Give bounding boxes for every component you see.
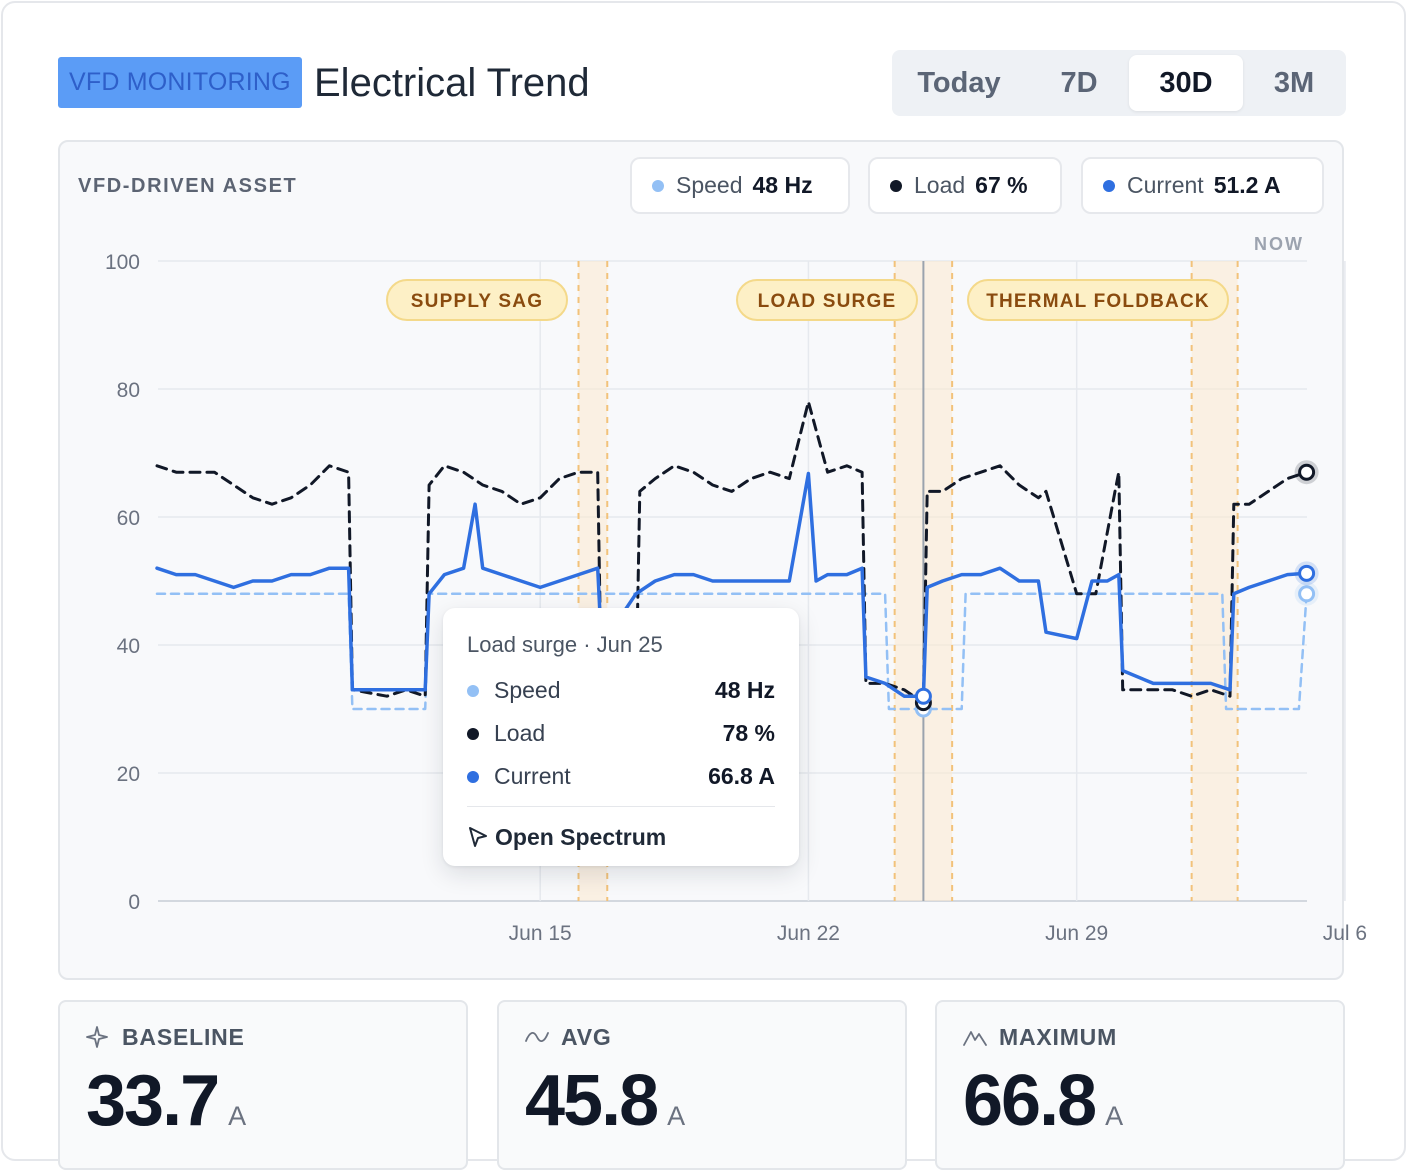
load-chip-value: 67 % xyxy=(975,172,1028,198)
header: VFD MONITORING Electrical Trend Today 7D… xyxy=(58,50,1346,116)
range-selector: Today 7D 30D 3M xyxy=(892,50,1346,116)
event-label-pill xyxy=(386,279,568,321)
tooltip-speed-value: 48 Hz xyxy=(714,677,775,703)
tooltip-row-current: Current 66.8 A xyxy=(467,761,775,791)
y-tick-label: 40 xyxy=(117,635,140,658)
y-tick-label: 100 xyxy=(105,251,140,274)
stat-maximum-value: 66.8 xyxy=(963,1061,1097,1141)
x-tick-label: Jun 29 xyxy=(1045,922,1108,945)
asset-label: VFD-DRIVEN ASSET xyxy=(78,175,298,197)
stat-avg-value-wrap: 45.8 A xyxy=(525,1060,685,1142)
stat-avg-unit: A xyxy=(667,1101,686,1131)
tooltip-current-value: 66.8 A xyxy=(708,763,775,789)
y-tick-label: 20 xyxy=(117,763,140,786)
stat-maximum-unit: A xyxy=(1105,1101,1124,1131)
end-point-speed xyxy=(1298,585,1316,603)
tooltip-row-load: Load 78 % xyxy=(467,718,775,748)
speed-chip-label: Speed xyxy=(676,172,743,198)
event-label: LOAD SURGE xyxy=(758,291,897,312)
stat-avg-label: AVG xyxy=(561,1024,612,1050)
stat-maximum: MAXIMUM 66.8 A xyxy=(935,1000,1345,1170)
tooltip-divider xyxy=(467,806,775,807)
x-tick-label: Jun 22 xyxy=(777,922,840,945)
load-dot-icon xyxy=(890,180,902,192)
range-today-button[interactable]: Today xyxy=(917,67,1001,99)
stat-avg: AVG 45.8 A xyxy=(497,1000,907,1170)
series-line-speed xyxy=(155,592,1308,711)
end-point-current xyxy=(1298,564,1316,582)
tooltip-load-label: Load xyxy=(494,720,546,746)
stat-baseline-value-wrap: 33.7 A xyxy=(86,1060,246,1142)
speed-chip[interactable]: Speed 48 Hz xyxy=(630,157,850,214)
current-chip[interactable]: Current 51.2 A xyxy=(1081,157,1324,214)
event-label: SUPPLY SAG xyxy=(411,291,543,312)
current-chip-label: Current xyxy=(1127,172,1204,198)
event-label-pill xyxy=(736,279,918,321)
stat-baseline-unit: A xyxy=(228,1101,247,1131)
speed-dot-icon xyxy=(652,180,664,192)
tooltip-speed-label: Speed xyxy=(494,677,561,703)
tooltip-current-label: Current xyxy=(494,763,571,789)
series-line-current xyxy=(155,471,1309,698)
current-dot-icon xyxy=(1103,180,1115,192)
end-point-load xyxy=(1298,463,1316,481)
open-spectrum-label: Open Spectrum xyxy=(495,824,667,850)
wave-icon xyxy=(525,1032,549,1042)
speed-chip-value: 48 Hz xyxy=(752,172,813,198)
y-tick-label: 0 xyxy=(128,891,140,914)
page-title: Electrical Trend xyxy=(314,61,590,105)
x-tick-label: Jun 15 xyxy=(509,922,572,945)
range-3m-button[interactable]: 3M xyxy=(1273,67,1315,99)
stat-baseline-value: 33.7 xyxy=(86,1061,220,1141)
sparkle-icon xyxy=(86,1026,108,1048)
load-chip-label: Load xyxy=(914,172,966,198)
cursor-point-current xyxy=(914,687,932,705)
peak-icon xyxy=(963,1031,987,1046)
x-tick-label: Jul 6 xyxy=(1323,922,1367,945)
tooltip-load-value: 78 % xyxy=(722,720,775,746)
y-tick-label: 60 xyxy=(117,507,140,530)
stat-maximum-value-wrap: 66.8 A xyxy=(963,1060,1123,1142)
current-dot-icon xyxy=(467,771,479,783)
event-label: THERMAL FOLDBACK xyxy=(986,291,1210,312)
load-dot-icon xyxy=(467,728,479,740)
chart-tooltip: Load surge · Jun 25 Speed 48 Hz Load 78 % … xyxy=(443,608,799,866)
event-band xyxy=(1191,261,1238,901)
vfd-monitoring-badge: VFD MONITORING xyxy=(58,57,302,108)
open-spectrum-link[interactable]: Open Spectrum xyxy=(467,824,666,851)
tooltip-title: Load surge · Jun 25 xyxy=(467,632,663,657)
now-label: NOW xyxy=(1254,234,1304,254)
stat-maximum-label: MAXIMUM xyxy=(999,1024,1118,1050)
event-label-pill xyxy=(967,279,1229,321)
cursor-arrow-icon xyxy=(469,827,487,847)
stat-baseline: BASELINE 33.7 A xyxy=(58,1000,468,1170)
tooltip-row-speed: Speed 48 Hz xyxy=(467,675,775,705)
range-30d-button[interactable]: 30D xyxy=(1129,55,1243,111)
current-chip-value: 51.2 A xyxy=(1213,172,1281,198)
speed-dot-icon xyxy=(467,685,479,697)
range-7d-button[interactable]: 7D xyxy=(1060,67,1098,99)
stat-avg-value: 45.8 xyxy=(525,1061,659,1141)
stat-baseline-label: BASELINE xyxy=(122,1024,245,1050)
y-tick-label: 80 xyxy=(117,379,140,402)
load-chip[interactable]: Load 67 % xyxy=(868,157,1062,214)
series-line-load xyxy=(155,400,1309,705)
